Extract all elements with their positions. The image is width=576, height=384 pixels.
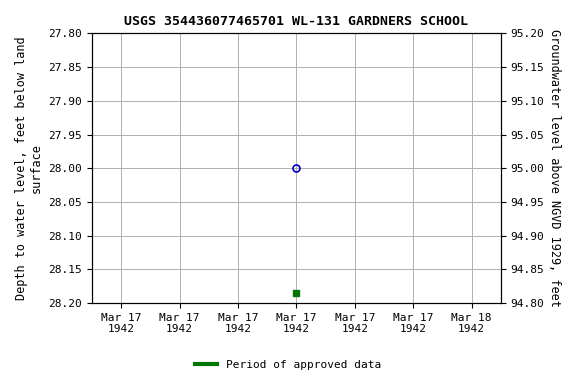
Y-axis label: Depth to water level, feet below land
surface: Depth to water level, feet below land su… — [15, 36, 43, 300]
Legend: Period of approved data: Period of approved data — [191, 356, 385, 375]
Y-axis label: Groundwater level above NGVD 1929, feet: Groundwater level above NGVD 1929, feet — [548, 29, 561, 307]
Title: USGS 354436077465701 WL-131 GARDNERS SCHOOL: USGS 354436077465701 WL-131 GARDNERS SCH… — [124, 15, 468, 28]
